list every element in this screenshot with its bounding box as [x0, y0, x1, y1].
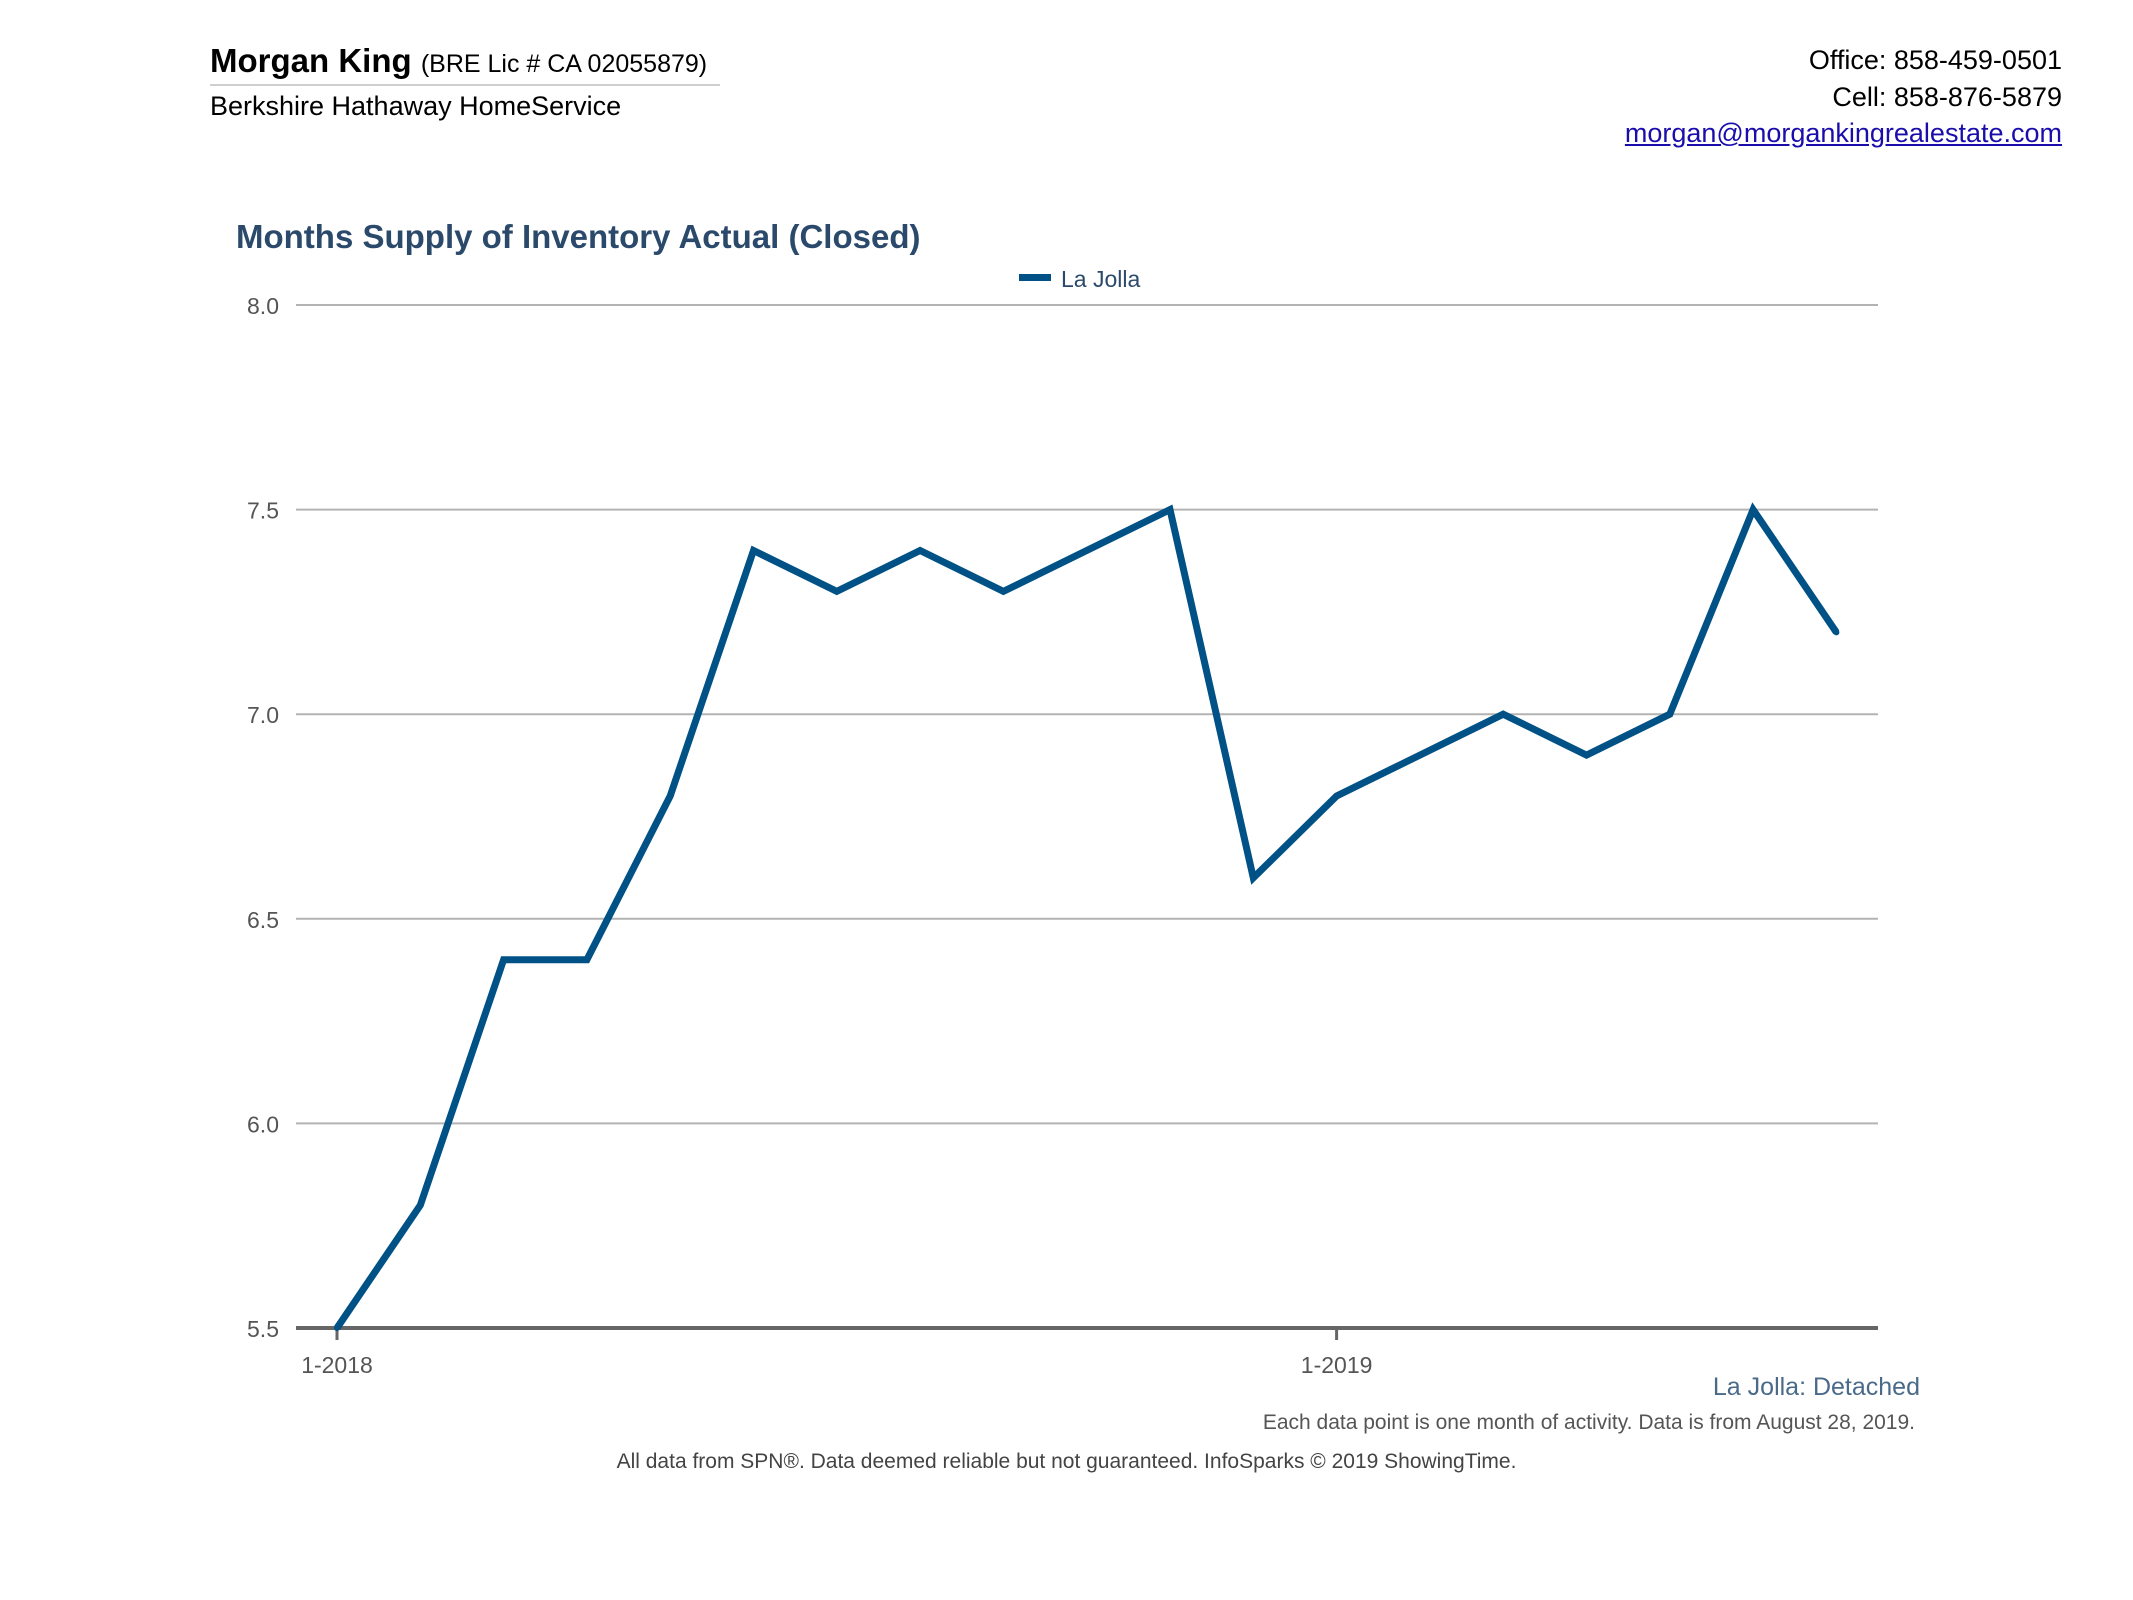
cell-phone: Cell: 858-876-5879 — [1832, 82, 2062, 112]
x-tick-label: 1-2018 — [301, 1352, 373, 1378]
chart-subtitle: La Jolla: Detached — [1712, 1373, 1920, 1401]
data-point — [1833, 629, 1840, 636]
data-point — [1416, 752, 1423, 759]
data-point — [833, 588, 840, 595]
y-tick-label: 5.5 — [247, 1316, 279, 1342]
agent-company: Berkshire Hathaway HomeService — [210, 91, 622, 121]
header-divider — [210, 84, 720, 86]
agent-name: Morgan King (BRE Lic # CA 02055879) — [210, 42, 707, 80]
data-point — [1333, 793, 1340, 800]
data-point — [1500, 711, 1507, 718]
agent-license: (BRE Lic # CA 02055879) — [420, 50, 708, 78]
office-phone: Office: 858-459-0501 — [1808, 45, 2062, 75]
data-point — [1000, 588, 1007, 595]
data-point — [917, 547, 924, 554]
y-tick-label: 7.0 — [247, 702, 279, 728]
y-tick-label: 8.0 — [247, 293, 279, 319]
chart-legend: La Jolla — [1019, 266, 1140, 292]
y-tick-label: 6.5 — [247, 907, 279, 933]
data-point — [583, 956, 590, 963]
data-point — [500, 956, 507, 963]
y-axis: 5.5 6.0 6.5 7.0 7.5 8.0 — [247, 293, 279, 1342]
data-note: Each data point is one month of activity… — [1262, 1411, 1915, 1434]
disclaimer: All data from SPN®. Data deemed reliable… — [616, 1450, 1517, 1473]
data-point — [1167, 506, 1173, 513]
data-point — [667, 793, 674, 800]
y-tick-label: 7.5 — [247, 498, 279, 524]
gridlines — [296, 304, 1878, 1125]
data-point — [750, 547, 757, 554]
y-tick-label: 6.0 — [247, 1111, 279, 1137]
data-point — [1666, 711, 1673, 718]
data-point — [1083, 547, 1090, 554]
chart-title: Months Supply of Inventory Actual (Close… — [236, 218, 921, 255]
series-la-jolla — [334, 502, 1840, 1331]
data-point — [334, 1325, 340, 1331]
email-link[interactable]: morgan@morgankingrealestate.com — [1624, 118, 2062, 148]
x-axis: 1-2018 1-2019 — [296, 1326, 1878, 1378]
data-point — [1750, 506, 1757, 513]
data-point — [1583, 752, 1590, 759]
agent-name-text: Morgan King — [210, 42, 412, 79]
data-point — [417, 1202, 424, 1209]
x-tick-label: 1-2019 — [1301, 1352, 1373, 1378]
data-point — [1250, 874, 1257, 881]
legend-label: La Jolla — [1061, 266, 1140, 292]
legend-swatch — [1019, 274, 1051, 281]
